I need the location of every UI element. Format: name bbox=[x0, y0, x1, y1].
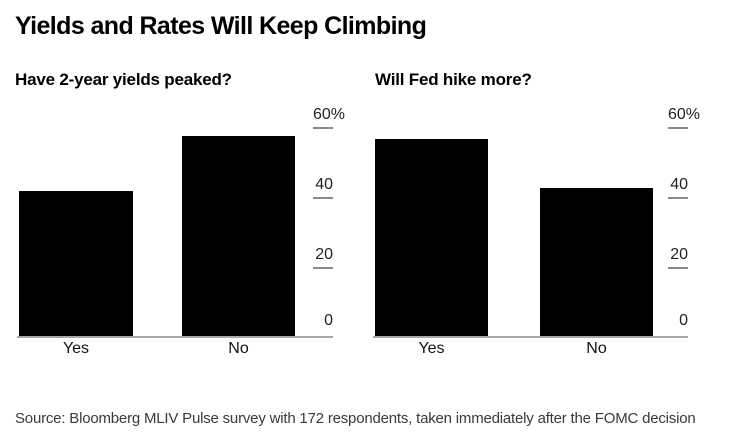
y-axis-label-0: 0 bbox=[679, 312, 688, 329]
category-label-yes: Yes bbox=[418, 340, 445, 357]
y-axis-label-40: 40 bbox=[670, 176, 688, 193]
chart-title-2year-yields: Have 2-year yields peaked? bbox=[15, 70, 232, 89]
y-axis-label-0: 0 bbox=[324, 312, 333, 329]
y-axis-label-20: 20 bbox=[315, 246, 333, 263]
x-axis-line bbox=[17, 336, 333, 338]
y-axis-label-40: 40 bbox=[315, 176, 333, 193]
y-axis-tick-20 bbox=[668, 267, 688, 269]
y-axis-tick-40 bbox=[313, 197, 333, 199]
y-axis-tick-60 bbox=[313, 127, 333, 129]
y-axis-label-60: 60% bbox=[312, 106, 345, 123]
y-axis-label-60: 60% bbox=[667, 106, 700, 123]
bar-no bbox=[182, 135, 295, 337]
bar-yes bbox=[375, 139, 488, 337]
source-note: Source: Bloomberg MLIV Pulse survey with… bbox=[15, 410, 696, 427]
y-axis-label-20: 20 bbox=[670, 246, 688, 263]
category-label-no: No bbox=[228, 340, 249, 357]
category-label-no: No bbox=[586, 340, 607, 357]
figure-title: Yields and Rates Will Keep Climbing bbox=[15, 12, 427, 40]
chart-title-fed-hike: Will Fed hike more? bbox=[375, 70, 532, 89]
category-label-yes: Yes bbox=[62, 340, 90, 357]
y-axis-tick-20 bbox=[313, 267, 333, 269]
bar-yes bbox=[19, 191, 133, 337]
x-axis-line bbox=[373, 336, 688, 338]
y-axis-tick-60 bbox=[668, 127, 688, 129]
y-axis-tick-40 bbox=[668, 197, 688, 199]
bar-no bbox=[540, 187, 653, 337]
